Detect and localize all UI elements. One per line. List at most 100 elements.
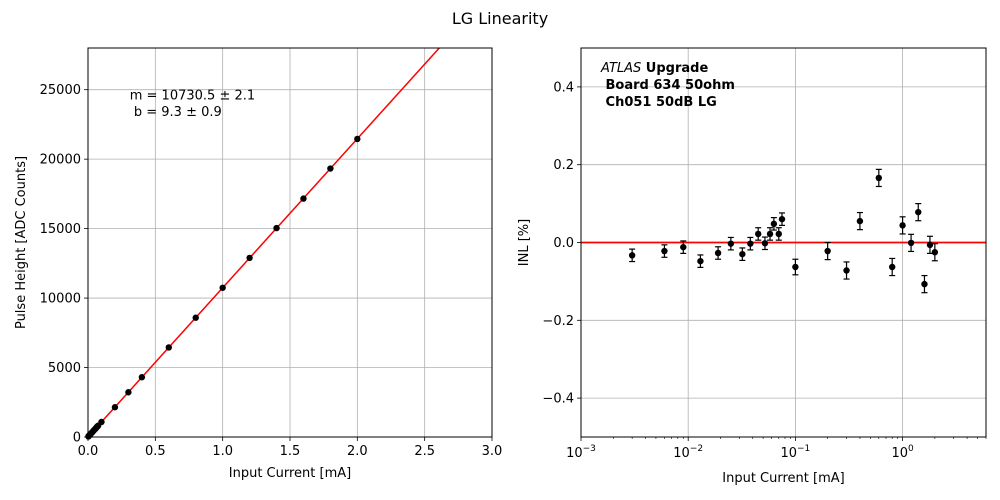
figure-title: LG Linearity — [452, 9, 548, 28]
left-data-point — [125, 389, 132, 396]
right-data-point — [921, 280, 928, 288]
right-data-point-group — [843, 261, 850, 280]
left-y-tick-label: 0 — [73, 431, 81, 446]
right-data-point — [628, 252, 636, 259]
right-data-point — [824, 247, 831, 255]
left-x-tick-label: 2.0 — [347, 444, 368, 459]
left-points — [85, 135, 361, 440]
right-data-point-group — [907, 233, 915, 253]
right-data-point-group — [792, 258, 799, 276]
channel-label: Ch051 50dB LG — [601, 95, 717, 110]
right-data-point-group — [661, 244, 668, 258]
right-data-point — [755, 230, 762, 238]
left-data-point — [354, 135, 361, 143]
right-data-point-group — [714, 246, 722, 260]
right-points — [628, 168, 939, 294]
left-data-point — [300, 195, 307, 202]
right-data-point — [714, 249, 722, 257]
right-data-point — [778, 215, 786, 223]
right-data-point-group — [931, 243, 939, 262]
right-data-point — [899, 222, 906, 229]
right-data-point — [856, 217, 864, 225]
right-y-tick-label: −0.2 — [542, 314, 574, 329]
right-data-point-group — [856, 211, 864, 231]
right-data-point — [915, 208, 922, 216]
right-data-point — [739, 250, 746, 258]
left-fit-line-group — [87, 47, 440, 438]
right-data-point-group — [739, 247, 746, 261]
left-y-tick-label: 5000 — [48, 361, 81, 376]
left-data-point — [138, 374, 146, 381]
left-x-tick-label: 2.5 — [414, 444, 435, 459]
right-data-point-group — [766, 227, 774, 241]
right-data-point — [843, 267, 850, 274]
board-label: Board 634 50ohm — [601, 78, 735, 93]
right-data-point-group — [778, 212, 786, 226]
left-x-tick-label: 1.5 — [280, 444, 301, 459]
right-data-point — [661, 247, 668, 255]
right-data-point — [888, 263, 896, 271]
left-ticks: 0.0 0.5 1.0 1.5 2.0 2.5 3.0 0 5000 10000 15000 2000… — [40, 83, 503, 459]
right-data-point-group — [727, 236, 735, 251]
left-grid — [87, 48, 493, 438]
right-data-point — [907, 239, 915, 247]
right-data-point-group — [755, 227, 762, 241]
right-data-point — [931, 249, 939, 256]
right-data-point-group — [761, 236, 769, 251]
left-data-point — [111, 404, 119, 411]
right-data-point-group — [824, 241, 831, 261]
right-y-tick-label: 0.4 — [553, 80, 574, 95]
right-data-point-group — [775, 227, 782, 241]
left-x-tick-label: 1.0 — [212, 444, 233, 459]
right-data-point-group — [915, 203, 922, 222]
right-data-point — [747, 240, 754, 247]
left-x-tick-label: 0.0 — [78, 444, 99, 459]
right-data-point — [770, 220, 778, 228]
right-y-tick-label: 0.2 — [553, 158, 574, 173]
right-data-point-group — [697, 254, 704, 268]
fit-intercept-annotation: b = 9.3 ± 0.9 — [130, 105, 222, 120]
right-data-point — [792, 263, 799, 271]
atlas-upgrade-label: ATLAS Upgrade — [600, 61, 708, 76]
left-y-tick-label: 15000 — [40, 222, 81, 237]
left-x-tick-label: 3.0 — [482, 444, 503, 459]
right-data-point-group — [899, 216, 906, 235]
left-y-tick-label: 10000 — [40, 292, 81, 307]
left-data-point — [98, 418, 105, 426]
right-x-tick-label: 100 — [891, 444, 914, 461]
right-data-point — [926, 241, 934, 249]
left-y-axis-label: Pulse Height [ADC Counts] — [14, 156, 29, 329]
right-data-point-group — [875, 168, 883, 188]
right-data-point-group — [888, 257, 896, 277]
fit-line — [87, 47, 440, 438]
upgrade-bold-text: Upgrade — [641, 61, 708, 76]
left-y-tick-label: 25000 — [40, 83, 81, 98]
right-data-point-group — [628, 248, 636, 263]
left-chart: 0.0 0.5 1.0 1.5 2.0 2.5 3.0 0 5000 10000 15000 2000… — [14, 47, 503, 481]
left-x-axis-label: Input Current [mA] — [229, 466, 351, 481]
right-data-point — [875, 174, 883, 182]
left-data-point — [327, 165, 334, 172]
right-x-axis-label: Input Current [mA] — [722, 471, 844, 486]
left-data-point — [165, 344, 172, 351]
fit-slope-annotation: m = 10730.5 ± 2.1 — [130, 88, 255, 103]
right-y-axis-label: INL [%] — [517, 219, 532, 266]
left-data-point — [273, 224, 280, 232]
right-chart: 10−3 10−2 10−1 100 −0.4 −0.2 0.0 0.2 0.4 ATLAS U… — [517, 47, 987, 486]
right-data-point-group — [921, 274, 928, 294]
right-data-point — [766, 230, 774, 238]
left-y-tick-label: 20000 — [40, 153, 81, 168]
right-y-tick-label: −0.4 — [542, 392, 574, 407]
right-data-point-group — [770, 217, 778, 231]
left-data-point — [192, 314, 199, 321]
right-x-tick-label: 10−2 — [673, 444, 703, 461]
right-ticks: 10−3 10−2 10−1 100 −0.4 −0.2 0.0 0.2 0.4 — [542, 80, 987, 461]
atlas-italic-text: ATLAS — [600, 61, 641, 76]
right-data-point — [761, 240, 769, 247]
right-data-point — [680, 243, 687, 251]
right-data-point — [727, 240, 735, 247]
left-x-tick-label: 0.5 — [145, 444, 166, 459]
right-data-point-group — [680, 240, 687, 254]
